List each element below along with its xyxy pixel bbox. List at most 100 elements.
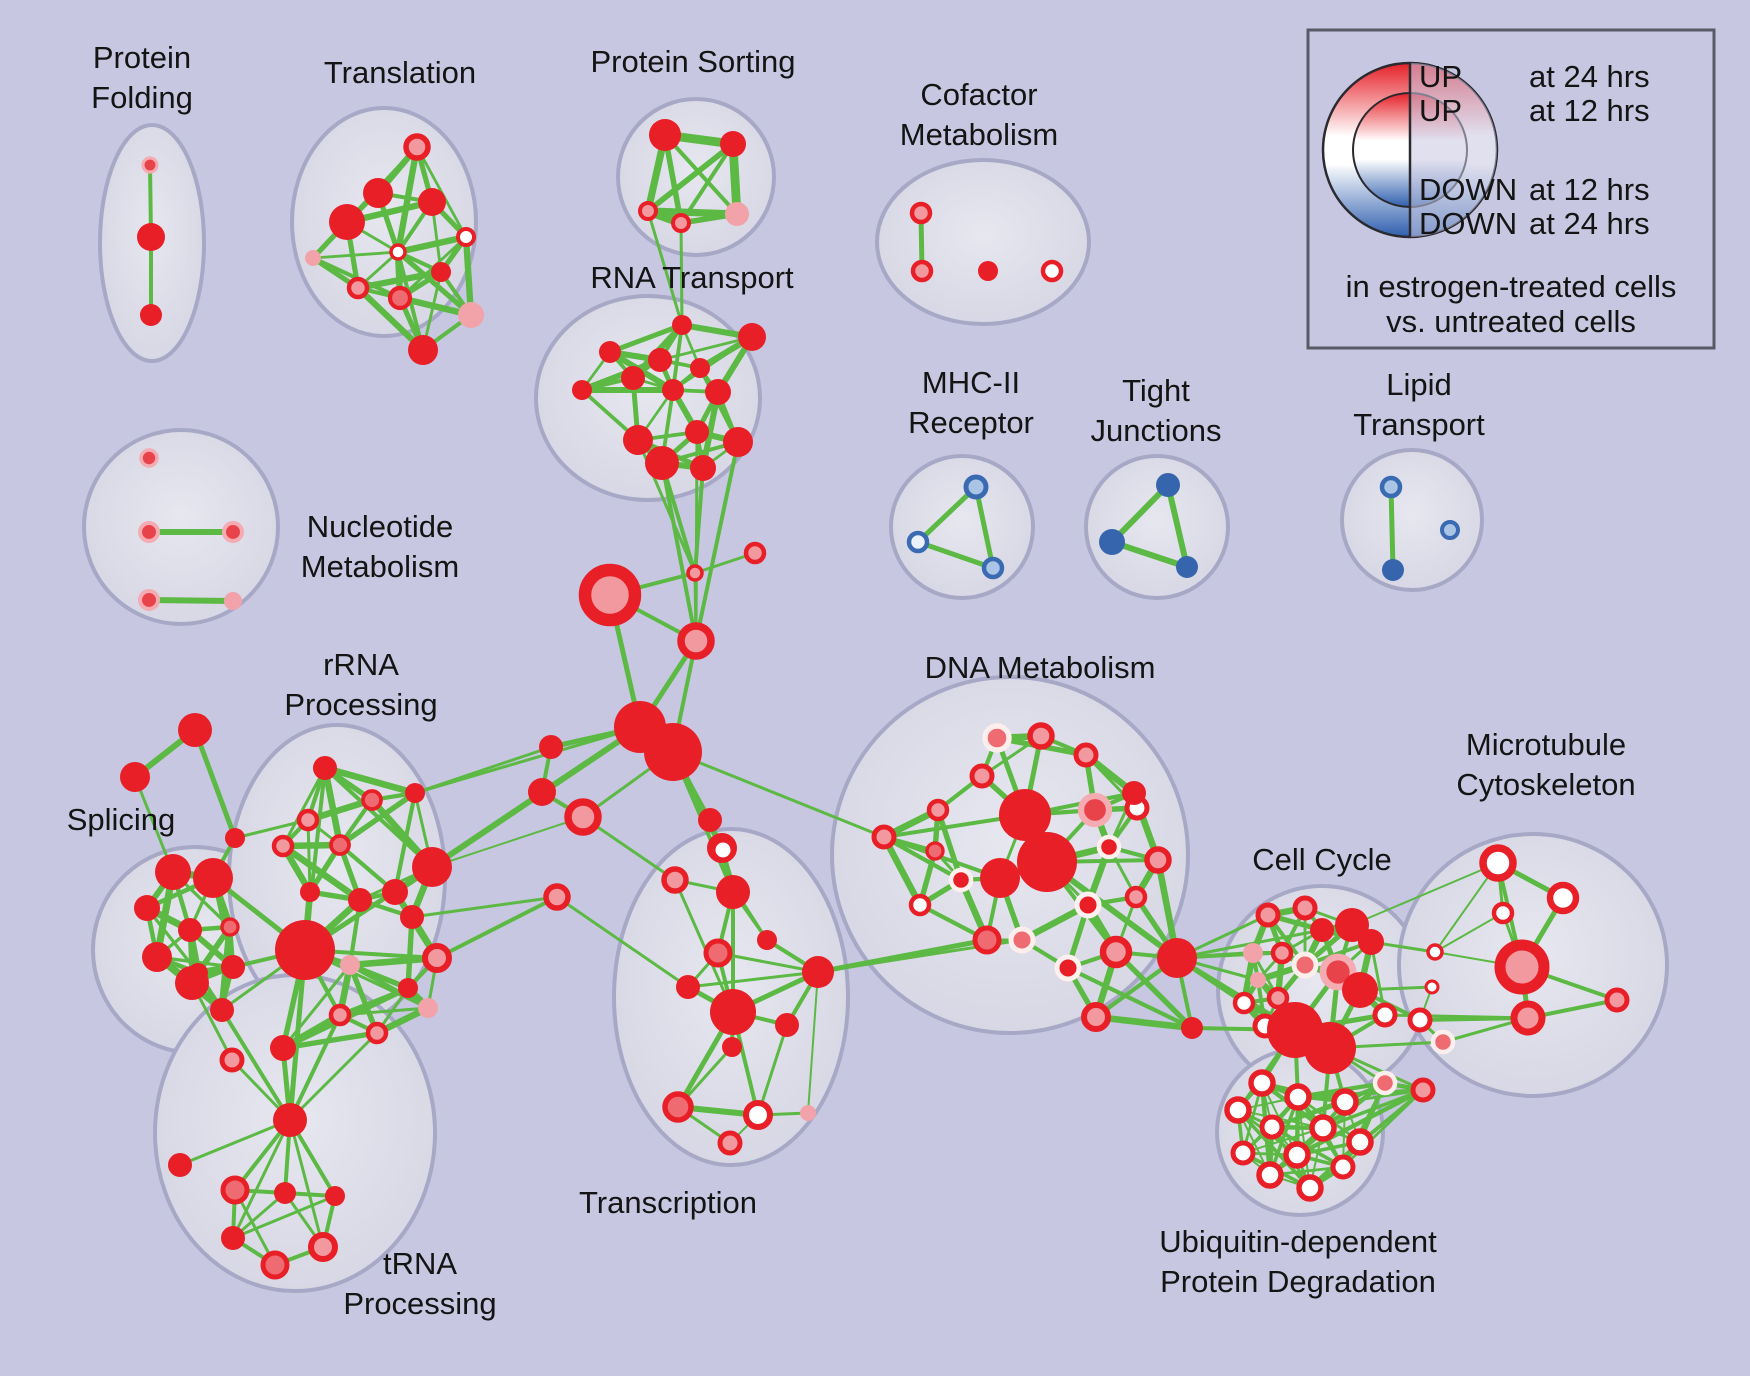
legend: UP at 24 hrs UP at 12 hrs DOWN at 12 hrs DOWN a…: [1306, 28, 1716, 350]
node-mt-9: [1430, 1029, 1456, 1055]
node-splicing-1: [193, 858, 233, 898]
node-trna-1: [168, 1153, 192, 1177]
node-mt-5: [1424, 979, 1440, 995]
edge: [220, 1008, 292, 1122]
legend-direction: UP: [1419, 93, 1462, 128]
legend-fade-overlay: [1410, 63, 1497, 237]
node-mt-6: [1407, 1007, 1433, 1033]
node-cc-16: [1372, 1002, 1398, 1028]
node-sorting-4: [725, 202, 749, 226]
node-rnat-2: [599, 341, 621, 363]
node-dna-5: [871, 824, 897, 850]
edge: [1351, 862, 1499, 926]
node-dna-11: [1122, 781, 1146, 805]
node-rrna-8: [275, 920, 335, 980]
node-cc-9: [1342, 972, 1378, 1008]
cluster-label-pf: Folding: [91, 80, 193, 115]
edge: [394, 233, 470, 256]
edge: [192, 727, 238, 841]
node-br-13: [120, 762, 150, 792]
edge: [288, 1031, 379, 1122]
network-nodes: [120, 119, 1630, 1280]
node-rrna-5: [329, 834, 351, 856]
node-mt-7: [1510, 1000, 1546, 1036]
node-cc-0: [1255, 902, 1281, 928]
node-translation-8: [387, 285, 413, 311]
edge: [1092, 1013, 1196, 1032]
edge: [395, 249, 474, 318]
node-cc-7: [1291, 951, 1319, 979]
node-rnat-10: [685, 420, 709, 444]
edge: [644, 207, 741, 218]
node-ub-11: [1296, 1174, 1324, 1202]
node-trans-13: [800, 1105, 816, 1121]
node-translation-6: [431, 262, 451, 282]
node-cofactor-0: [909, 201, 933, 225]
node-rnat-4: [690, 358, 710, 378]
node-trans-6: [676, 975, 700, 999]
edge: [1271, 1082, 1386, 1128]
node-trans-10: [722, 1037, 742, 1057]
cluster-label-trna: Processing: [343, 1286, 496, 1321]
edge: [555, 895, 690, 989]
node-ub-0: [1248, 1069, 1276, 1097]
edge: [1294, 1087, 1426, 1158]
node-tight-2: [1176, 556, 1198, 578]
node-rrna-15: [328, 1003, 352, 1027]
node-ub-6: [1346, 1128, 1374, 1156]
edge: [673, 878, 735, 1014]
node-rrna-6: [382, 879, 408, 905]
node-nucleotide-3: [137, 588, 161, 612]
legend-time: at 12 hrs: [1529, 93, 1650, 128]
node-trna-0: [273, 1103, 307, 1137]
node-br-14: [225, 828, 245, 848]
cluster-label-tight: Junctions: [1091, 413, 1222, 448]
edge: [807, 971, 819, 1114]
edge: [607, 322, 685, 355]
edge: [146, 597, 236, 604]
node-br-6: [539, 735, 563, 759]
node-dna-9: [980, 858, 1020, 898]
node-br-12: [178, 713, 212, 747]
cluster-label-rnat: RNA Transport: [590, 260, 794, 295]
node-dna-22: [948, 867, 974, 893]
cluster-label-trans: Transcription: [579, 1185, 757, 1220]
node-nucleotide-4: [224, 592, 242, 610]
node-ub-1: [1284, 1083, 1312, 1111]
node-dna-4: [926, 798, 950, 822]
node-ub-2: [1331, 1088, 1359, 1116]
node-dna-7: [999, 789, 1051, 841]
node-dna-19: [1157, 938, 1197, 978]
edge: [645, 141, 736, 214]
edge: [660, 461, 698, 643]
node-br-0: [743, 541, 767, 565]
node-dna-21: [1181, 1017, 1203, 1039]
cluster-ellipse-tight: [1084, 454, 1230, 600]
edge: [1434, 912, 1504, 953]
node-lipid-2: [1440, 520, 1460, 540]
node-cc-2: [1310, 918, 1334, 942]
cluster-label-sorting: Protein Sorting: [590, 44, 795, 79]
cluster-label-mt: Cytoskeleton: [1456, 767, 1635, 802]
edge: [1109, 482, 1171, 545]
node-dna-16: [1074, 891, 1102, 919]
node-ub-9: [1256, 1161, 1284, 1189]
node-br-9: [698, 808, 722, 832]
edge: [1065, 965, 1195, 1031]
node-lipid-0: [1379, 475, 1403, 499]
node-ub-10: [1330, 1154, 1356, 1180]
node-dna-0: [982, 723, 1012, 753]
edge: [686, 970, 820, 989]
node-rrna-16: [365, 1021, 389, 1045]
node-dna-13: [1096, 834, 1122, 860]
cluster-label-mt: Microtubule: [1466, 727, 1626, 762]
node-dna-15: [1124, 885, 1148, 909]
node-translation-11: [305, 250, 321, 266]
edge: [462, 233, 475, 319]
node-dna-3: [969, 763, 995, 789]
cluster-label-cofactor: Cofactor: [920, 77, 1037, 112]
cluster-label-rrna: Processing: [284, 687, 437, 722]
edge: [694, 440, 740, 643]
